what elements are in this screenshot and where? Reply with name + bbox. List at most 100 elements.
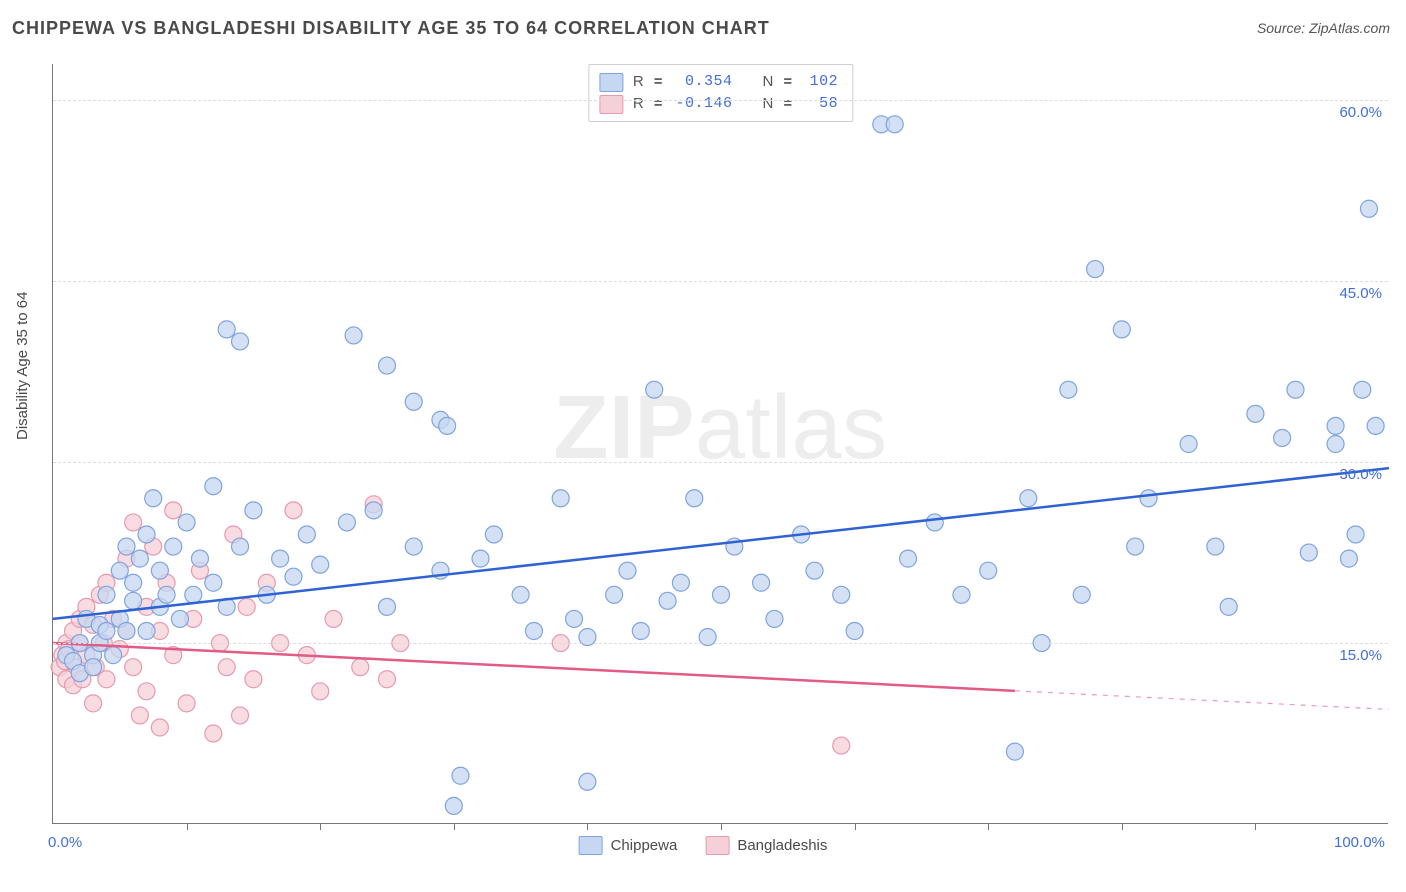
x-tick (721, 823, 722, 830)
bangladeshi-point (312, 683, 329, 700)
bangladeshi-point (238, 598, 255, 615)
chippewa-point (1287, 381, 1304, 398)
chippewa-point (151, 562, 168, 579)
x-tick (454, 823, 455, 830)
chippewa-point (1087, 261, 1104, 278)
chippewa-point (405, 538, 422, 555)
x-tick (587, 823, 588, 830)
chippewa-point (285, 568, 302, 585)
chippewa-point (365, 502, 382, 519)
chippewa-point (1347, 526, 1364, 543)
x-tick (855, 823, 856, 830)
chippewa-point (445, 797, 462, 814)
chippewa-point (713, 586, 730, 603)
n-value-chippewa: 102 (802, 71, 838, 93)
chippewa-point (753, 574, 770, 591)
r-label: R (633, 71, 644, 93)
series-legend: Chippewa Bangladeshis (579, 836, 828, 855)
chippewa-point (452, 767, 469, 784)
source-label: Source: (1257, 20, 1305, 36)
equals: = (654, 71, 663, 93)
bangladeshi-point (218, 659, 235, 676)
chippewa-point (525, 622, 542, 639)
chippewa-point (619, 562, 636, 579)
bangladeshi-point (125, 659, 142, 676)
y-axis-title: Disability Age 35 to 64 (14, 292, 31, 440)
chippewa-point (379, 357, 396, 374)
chippewa-point (205, 574, 222, 591)
chippewa-point (926, 514, 943, 531)
chippewa-point (1020, 490, 1037, 507)
chippewa-point (145, 490, 162, 507)
bangladeshi-point (151, 719, 168, 736)
x-tick-label: 0.0% (48, 834, 82, 851)
bangladeshi-point (205, 725, 222, 742)
chippewa-point (131, 550, 148, 567)
chippewa-point (345, 327, 362, 344)
equals: = (783, 71, 792, 93)
chippewa-point (1274, 429, 1291, 446)
chippewa-point (846, 622, 863, 639)
chippewa-point (379, 598, 396, 615)
chippewa-point (579, 773, 596, 790)
chippewa-point (205, 478, 222, 495)
chippewa-point (566, 610, 583, 627)
chippewa-point (1327, 436, 1344, 453)
chippewa-point (111, 562, 128, 579)
y-tick-label: 60.0% (1339, 104, 1382, 121)
chippewa-point (191, 550, 208, 567)
x-tick (320, 823, 321, 830)
n-label: N (763, 93, 774, 115)
chippewa-point (125, 574, 142, 591)
chippewa-point (298, 526, 315, 543)
chippewa-point (1060, 381, 1077, 398)
chippewa-point (1247, 405, 1264, 422)
chippewa-point (218, 321, 235, 338)
bangladeshi-point (285, 502, 302, 519)
chippewa-point (1340, 550, 1357, 567)
chippewa-point (900, 550, 917, 567)
chippewa-point (178, 514, 195, 531)
chippewa-point (485, 526, 502, 543)
x-tick (1255, 823, 1256, 830)
bangladeshi-point (165, 502, 182, 519)
chippewa-point (272, 550, 289, 567)
bangladeshi-point (325, 610, 342, 627)
chart-svg (53, 64, 1388, 823)
bangladeshi-trendline-extrapolated (1015, 691, 1389, 710)
swatch-chippewa (579, 836, 603, 855)
chippewa-point (1127, 538, 1144, 555)
chippewa-point (165, 538, 182, 555)
chippewa-point (472, 550, 489, 567)
chippewa-point (1300, 544, 1317, 561)
swatch-bangladeshi (599, 95, 623, 114)
chippewa-point (338, 514, 355, 531)
correlation-legend: R = 0.354 N = 102 R = -0.146 N = 58 (588, 64, 853, 122)
bangladeshi-point (245, 671, 262, 688)
chippewa-point (833, 586, 850, 603)
chippewa-point (766, 610, 783, 627)
chippewa-point (886, 116, 903, 133)
chippewa-point (806, 562, 823, 579)
chippewa-point (138, 622, 155, 639)
bangladeshi-point (379, 671, 396, 688)
bangladeshi-point (98, 671, 115, 688)
gridline (53, 462, 1388, 463)
chippewa-point (646, 381, 663, 398)
swatch-bangladeshi (705, 836, 729, 855)
n-label: N (763, 71, 774, 93)
chippewa-point (439, 417, 456, 434)
bangladeshi-point (138, 683, 155, 700)
chippewa-point (125, 592, 142, 609)
legend-row-bangladeshi: R = -0.146 N = 58 (599, 93, 838, 115)
bangladeshi-point (352, 659, 369, 676)
gridline (53, 281, 1388, 282)
chippewa-point (1207, 538, 1224, 555)
swatch-chippewa (599, 73, 623, 92)
chippewa-point (405, 393, 422, 410)
r-value-chippewa: 0.354 (673, 71, 733, 93)
chart-title: CHIPPEWA VS BANGLADESHI DISABILITY AGE 3… (12, 18, 770, 39)
chippewa-point (659, 592, 676, 609)
chippewa-point (185, 586, 202, 603)
chippewa-point (1327, 417, 1344, 434)
